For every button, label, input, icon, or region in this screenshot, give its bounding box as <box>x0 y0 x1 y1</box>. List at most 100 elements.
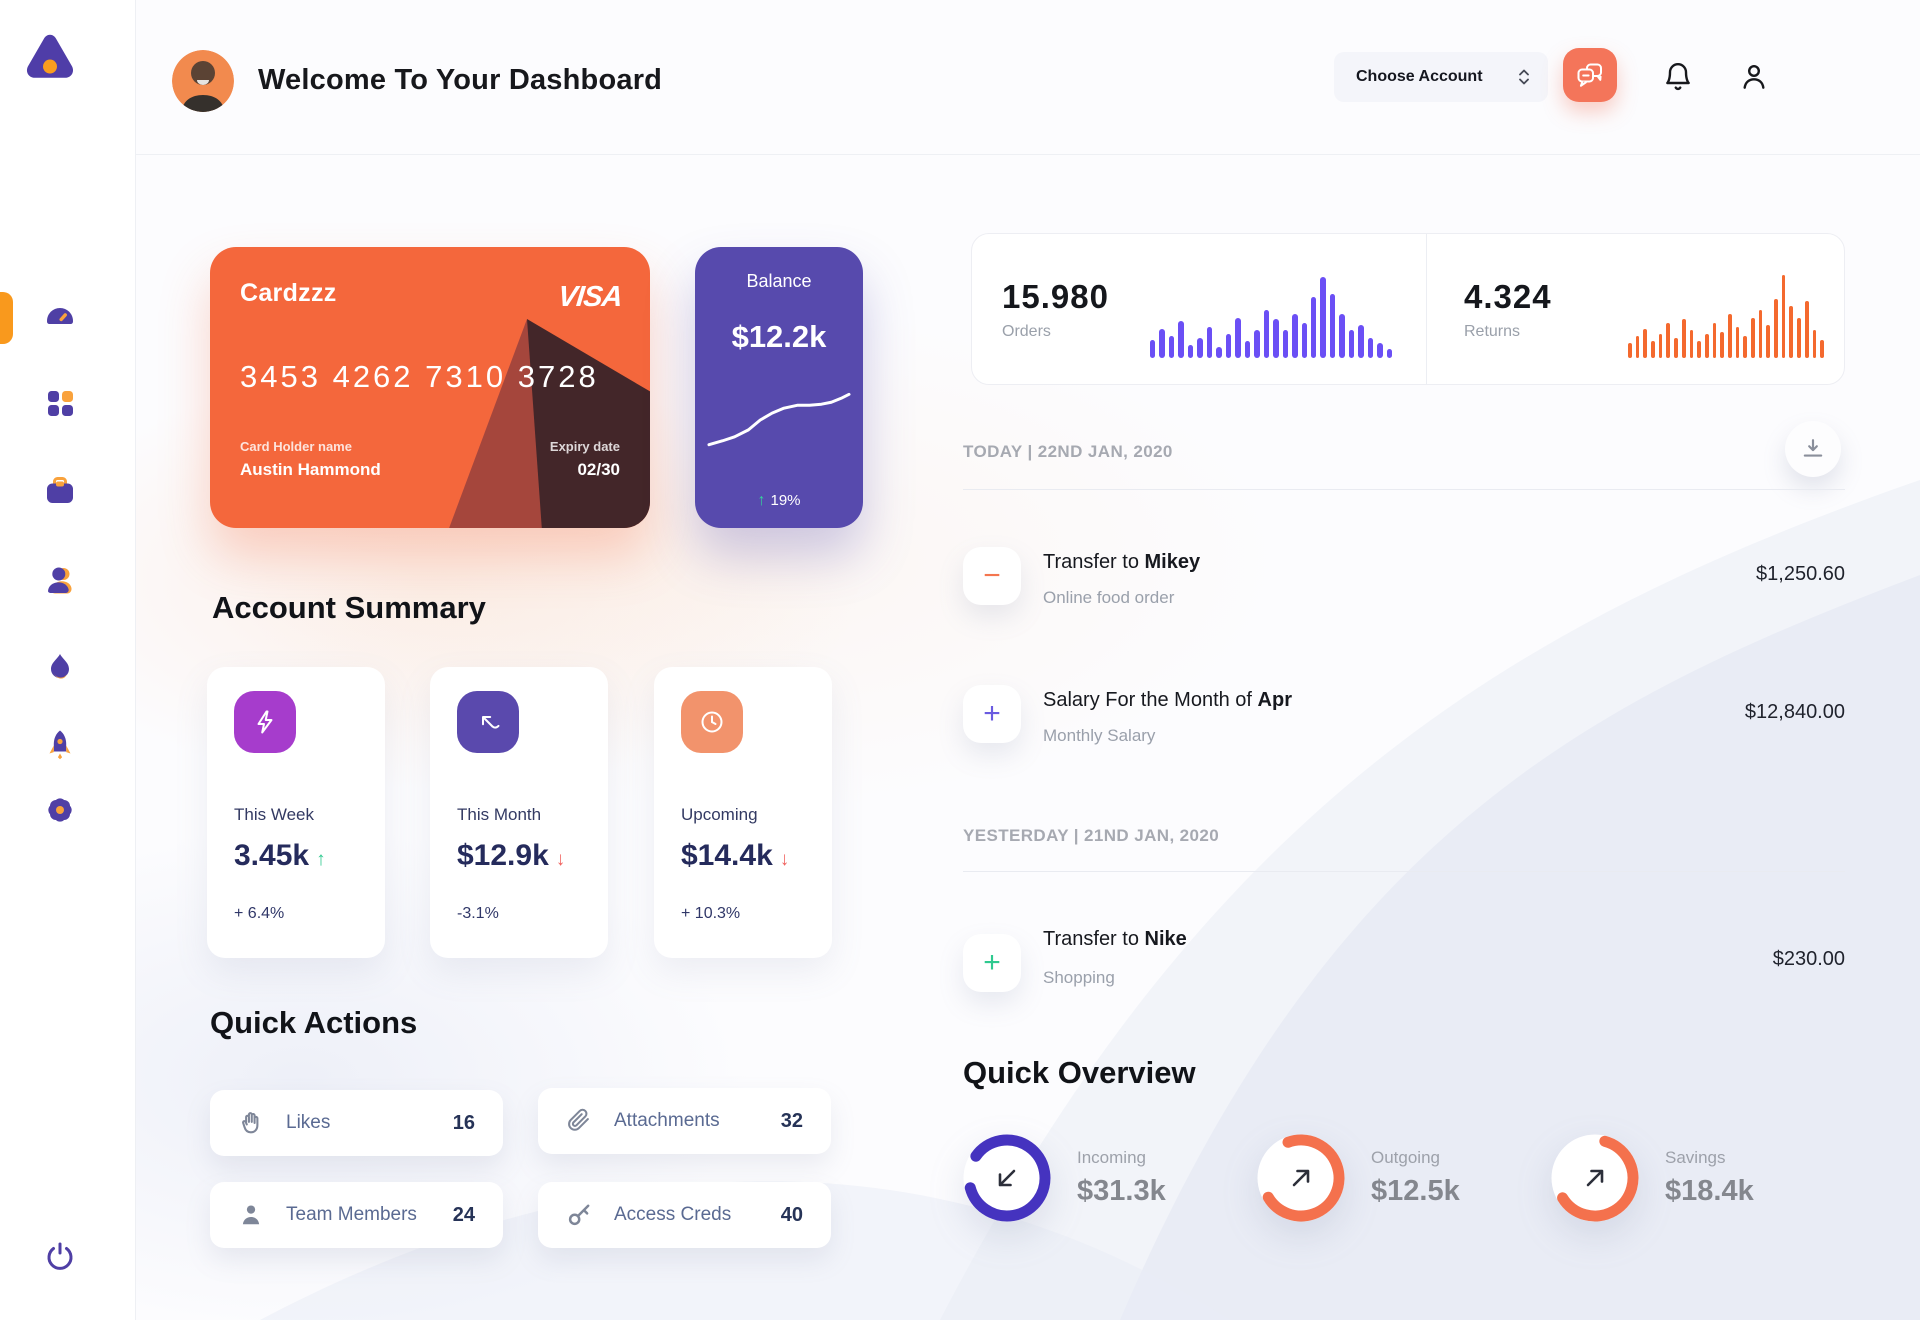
incoming-ring-chart <box>963 1134 1051 1222</box>
returns-label: Returns <box>1464 323 1521 340</box>
account-select[interactable]: Choose Account <box>1334 52 1548 102</box>
action-count: 40 <box>780 1203 803 1226</box>
chat-button[interactable] <box>1563 48 1617 102</box>
download-button[interactable] <box>1785 421 1841 477</box>
overview-value: $31.3k <box>1077 1175 1166 1207</box>
summary-delta: + 6.4% <box>234 905 285 922</box>
briefcase-icon <box>47 477 73 503</box>
divider <box>963 489 1845 490</box>
returns-value: 4.324 <box>1464 278 1552 315</box>
plus-icon: + <box>983 697 1001 730</box>
avatar[interactable] <box>172 50 234 112</box>
summary-card-this-month[interactable]: This Month $12.9k ↓ -3.1% <box>430 667 608 958</box>
notifications-button[interactable] <box>1662 60 1694 99</box>
outgoing-ring-chart <box>1257 1134 1345 1222</box>
balance-trend: ↑ 19% <box>757 492 801 509</box>
person-icon <box>48 567 72 594</box>
summary-card-this-week[interactable]: This Week 3.45k ↑ + 6.4% <box>207 667 385 958</box>
returns-bar-chart <box>1628 266 1824 358</box>
overview-label: Outgoing <box>1371 1148 1440 1167</box>
sidebar-item-team[interactable] <box>42 563 78 599</box>
date-header-yesterday: YESTERDAY | 21ND JAN, 2020 <box>963 826 1220 845</box>
sidebar-item-launch[interactable] <box>42 727 78 763</box>
sidebar-item-logout[interactable] <box>42 1239 78 1275</box>
account-summary-heading: Account Summary <box>212 590 486 625</box>
transaction-title: Transfer to Nike <box>1043 928 1187 950</box>
action-label: Likes <box>286 1112 331 1133</box>
arrow-up-right-icon <box>1586 1169 1604 1187</box>
page-title: Welcome To Your Dashboard <box>258 64 663 96</box>
transaction-amount: $12,840.00 <box>1744 701 1845 723</box>
chat-bubbles-icon <box>1577 63 1602 87</box>
transaction-title: Salary For the Month of Apr <box>1043 689 1292 711</box>
action-label: Team Members <box>286 1204 417 1225</box>
avatar-image <box>172 50 234 112</box>
credit-card[interactable]: Cardzzz VISA 3453 4262 7310 3728 Card Ho… <box>210 247 650 528</box>
transaction-amount: $230.00 <box>1772 948 1845 970</box>
orders-label: Orders <box>1002 323 1051 340</box>
power-icon <box>47 1242 73 1270</box>
card-number: 3453 4262 7310 3728 <box>240 359 599 394</box>
card-holder-label: Card Holder name <box>240 439 352 454</box>
sidebar-item-settings[interactable] <box>42 792 78 828</box>
divider <box>963 871 1845 872</box>
card-holder-name: Austin Hammond <box>240 460 381 479</box>
arrow-up-left-icon <box>457 691 519 753</box>
orders-stat: 15.980 Orders <box>1002 278 1109 341</box>
arrow-down-left-icon <box>998 1169 1016 1187</box>
balance-card[interactable]: Balance $12.2k ↑ 19% <box>695 247 863 528</box>
balance-label: Balance <box>746 271 812 291</box>
key-icon <box>566 1202 592 1228</box>
paperclip-icon <box>566 1108 592 1134</box>
returns-stat: 4.324 Returns <box>1464 278 1552 341</box>
rocket-icon <box>49 730 71 760</box>
quick-action-likes[interactable]: Likes 16 <box>210 1090 503 1156</box>
profile-button[interactable] <box>1738 60 1770 99</box>
trend-down-icon: ↓ <box>555 849 566 870</box>
summary-label: This Month <box>457 805 542 824</box>
action-label: Attachments <box>614 1110 720 1131</box>
overview-label: Incoming <box>1077 1148 1146 1167</box>
grid-icon <box>48 391 73 416</box>
overview-label: Savings <box>1665 1148 1726 1167</box>
quick-actions-heading: Quick Actions <box>210 1005 418 1040</box>
sidebar-item-activity[interactable] <box>42 650 78 686</box>
summary-delta: + 10.3% <box>681 905 741 922</box>
overview-incoming: Incoming $31.3k <box>963 1134 1166 1222</box>
sidebar-item-apps[interactable] <box>42 385 78 421</box>
transaction-icon-minus: − <box>963 547 1021 605</box>
quick-action-access-creds[interactable]: Access Creds 40 <box>538 1182 831 1248</box>
clock-icon <box>681 691 743 753</box>
card-pyramid-graphic <box>449 319 650 528</box>
action-count: 24 <box>452 1203 475 1226</box>
balance-sparkline <box>707 392 851 447</box>
sidebar-item-projects[interactable] <box>42 474 78 510</box>
summary-delta: -3.1% <box>457 905 499 922</box>
sidebar-item-dashboard[interactable] <box>42 300 78 336</box>
quick-overview-heading: Quick Overview <box>963 1055 1196 1090</box>
overview-savings: Savings $18.4k <box>1551 1134 1754 1222</box>
user-icon <box>1743 65 1765 89</box>
trend-up-icon: ↑ <box>757 492 766 509</box>
orders-bar-chart <box>1150 266 1393 358</box>
summary-value: 3.45k ↑ <box>234 839 326 872</box>
sidebar <box>0 0 136 1320</box>
app-logo-icon[interactable] <box>22 30 78 90</box>
lightning-icon <box>234 691 296 753</box>
wave-hand-icon <box>238 1110 264 1136</box>
transaction-title: Transfer to Mikey <box>1043 551 1201 573</box>
overview-outgoing: Outgoing $12.5k <box>1257 1134 1460 1222</box>
minus-icon: − <box>983 559 1001 592</box>
summary-card-upcoming[interactable]: Upcoming $14.4k ↓ + 10.3% <box>654 667 832 958</box>
flame-icon <box>51 654 69 679</box>
quick-action-team-members[interactable]: Team Members 24 <box>210 1182 503 1248</box>
savings-ring-chart <box>1551 1134 1639 1222</box>
account-select-label: Choose Account <box>1356 68 1483 85</box>
active-nav-indicator <box>0 292 13 344</box>
speedometer-icon <box>47 308 73 324</box>
quick-action-attachments[interactable]: Attachments 32 <box>538 1088 831 1154</box>
card-expiry-value: 02/30 <box>577 460 620 479</box>
arrow-up-right-icon <box>1292 1169 1310 1187</box>
action-count: 16 <box>452 1111 475 1134</box>
orders-value: 15.980 <box>1002 278 1109 315</box>
